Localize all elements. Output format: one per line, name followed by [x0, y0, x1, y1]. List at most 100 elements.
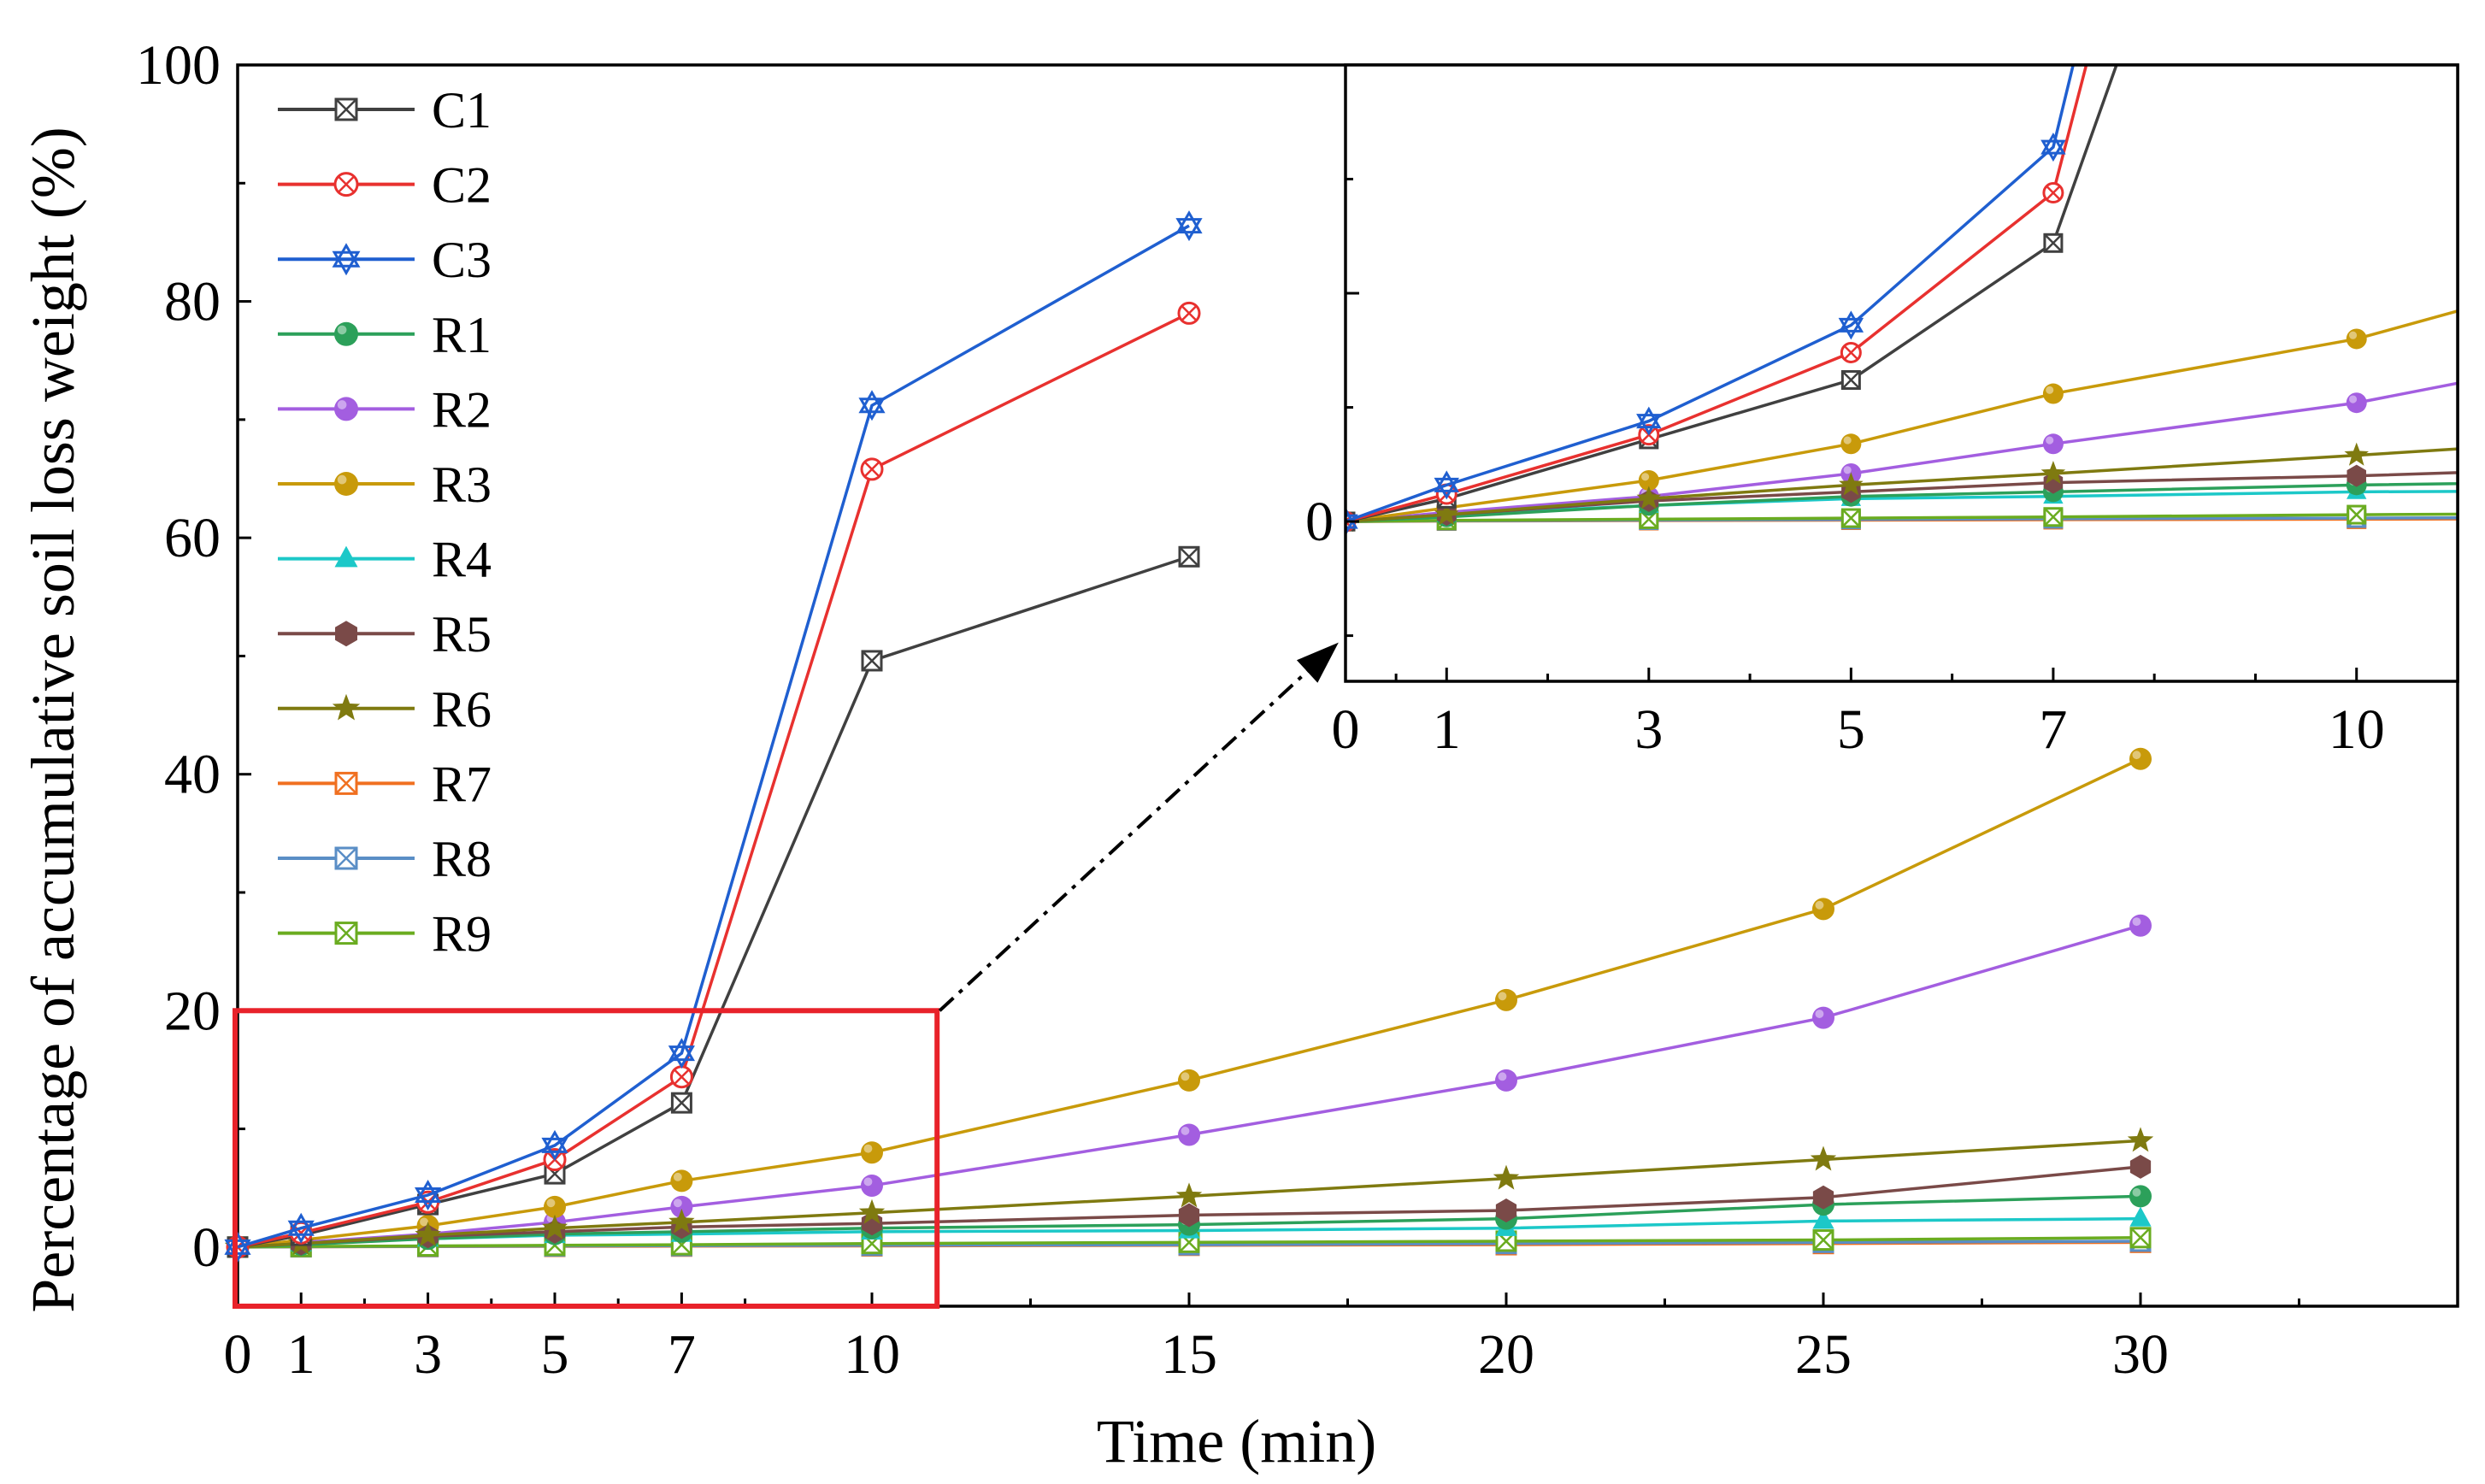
inset-background	[1346, 65, 2458, 681]
data-point-r9	[1495, 1230, 1517, 1252]
zoom-connector-line	[938, 645, 1335, 1012]
data-point-r5	[1812, 1185, 1834, 1210]
legend-entry-r7: R7	[278, 756, 492, 812]
legend-label: R6	[432, 681, 492, 738]
x-tick-label: 15	[1161, 1323, 1217, 1386]
legend-entry-r1: R1	[278, 307, 492, 363]
legend-label: R8	[432, 831, 492, 887]
legend-entry-r5: R5	[278, 606, 492, 662]
legend-entry-c2: C2	[278, 157, 492, 214]
series-line-c1	[237, 555, 1190, 1249]
inset-data-point-r6	[1434, 502, 1459, 526]
inset-data-point-r6	[2344, 442, 2369, 466]
inset-data-point-c1	[2043, 233, 2064, 253]
inset-data-point-r3	[1840, 433, 1862, 455]
legend-label: R9	[432, 906, 492, 963]
y-tick-label: 0	[192, 1216, 221, 1279]
data-point-c3	[668, 1038, 695, 1069]
data-point-r6	[858, 1198, 886, 1224]
legend-entry-c1: C1	[278, 82, 492, 138]
inset-x-tick-label: 7	[2039, 698, 2067, 761]
inset-series-group	[1346, 65, 2458, 537]
legend-label: C3	[432, 232, 492, 288]
x-tick-label: 25	[1795, 1323, 1852, 1386]
legend-marker	[334, 472, 358, 496]
data-point-c2	[1177, 301, 1201, 325]
x-tick-label: 10	[844, 1323, 900, 1386]
inset-data-point-r3	[2346, 328, 2367, 350]
inset-x-tick-label: 1	[1433, 698, 1461, 761]
legend-marker	[335, 621, 357, 647]
inset-data-point-r3	[1638, 470, 1659, 492]
x-axis-title: Time (min)	[1097, 1407, 1376, 1475]
inset-y-tick-label: 0	[1305, 491, 1334, 553]
data-point-r3	[2129, 747, 2152, 770]
zoom-connector-arrowhead	[1296, 642, 1339, 683]
data-point-r4	[1812, 1209, 1834, 1229]
data-point-c1	[1178, 545, 1200, 568]
inset-data-point-r6	[1839, 472, 1864, 496]
data-point-r6	[1810, 1145, 1837, 1171]
data-point-r3	[544, 1195, 566, 1218]
inset-x-tick-label: 10	[2329, 698, 2385, 761]
y-axis-title: Percentage of accumulative soil loss wei…	[19, 127, 87, 1313]
legend-marker	[334, 97, 358, 121]
series-line-c2	[237, 311, 1190, 1249]
series-line-r6	[237, 1139, 2141, 1249]
legend-marker	[334, 846, 358, 870]
data-point-c3	[415, 1180, 442, 1211]
data-point-r3	[1495, 988, 1517, 1011]
inset-data-point-r9	[1840, 508, 1861, 528]
inset-frame	[1344, 63, 2459, 683]
data-point-r2	[1178, 1123, 1200, 1146]
legend-entry-r2: R2	[278, 381, 492, 438]
data-point-r4	[2129, 1206, 2152, 1227]
data-point-r6	[1175, 1182, 1203, 1208]
data-point-r2	[1812, 1006, 1834, 1029]
y-tick-label: 80	[164, 271, 221, 333]
legend-label: R4	[432, 532, 492, 588]
legend-marker	[333, 172, 359, 197]
y-tick-label: 20	[164, 980, 221, 1042]
data-point-r1	[2129, 1185, 2152, 1208]
inset-data-point-r2	[2042, 433, 2064, 455]
data-point-r2	[670, 1195, 693, 1218]
x-tick-label: 5	[541, 1323, 569, 1386]
legend-entry-r3: R3	[278, 456, 492, 513]
data-point-r9	[1812, 1229, 1834, 1251]
data-point-c2	[860, 457, 884, 481]
data-point-r3	[861, 1141, 883, 1164]
data-point-c1	[861, 650, 883, 672]
data-point-r3	[670, 1169, 693, 1192]
inset-data-point-r3	[2042, 383, 2064, 404]
x-tick-label: 1	[287, 1323, 315, 1386]
y-tick-label: 100	[136, 34, 221, 97]
data-point-r5	[1178, 1203, 1200, 1228]
inset-x-tick-label: 0	[1332, 698, 1360, 761]
legend-label: C1	[432, 82, 492, 138]
inset-data-point-c1	[1840, 370, 1861, 391]
x-tick-label: 7	[668, 1323, 696, 1386]
data-point-r2	[2129, 914, 2152, 937]
x-tick-label: 30	[2112, 1323, 2169, 1386]
inset-data-point-c2	[1840, 341, 1862, 363]
series-line-r9	[237, 1236, 2141, 1249]
legend-label: R2	[432, 381, 492, 438]
legend-marker	[332, 693, 361, 721]
legend-entry-r8: R8	[278, 831, 492, 887]
inset-data-point-c3	[2040, 132, 2066, 162]
data-point-r5	[2129, 1154, 2152, 1179]
data-point-r3	[1812, 898, 1834, 921]
series-line-r3	[237, 757, 2141, 1249]
data-point-c3	[224, 1231, 251, 1263]
inset-data-point-c3	[1346, 507, 1358, 537]
inset-data-point-c3	[1434, 470, 1459, 500]
legend-entry-r4: R4	[278, 532, 492, 588]
inset-data-point-r2	[2346, 392, 2367, 414]
inset-data-point-c3	[1838, 310, 1864, 340]
data-point-c3	[858, 390, 886, 421]
series-line-r1	[237, 1194, 2141, 1249]
legend-entry-r6: R6	[278, 681, 492, 738]
